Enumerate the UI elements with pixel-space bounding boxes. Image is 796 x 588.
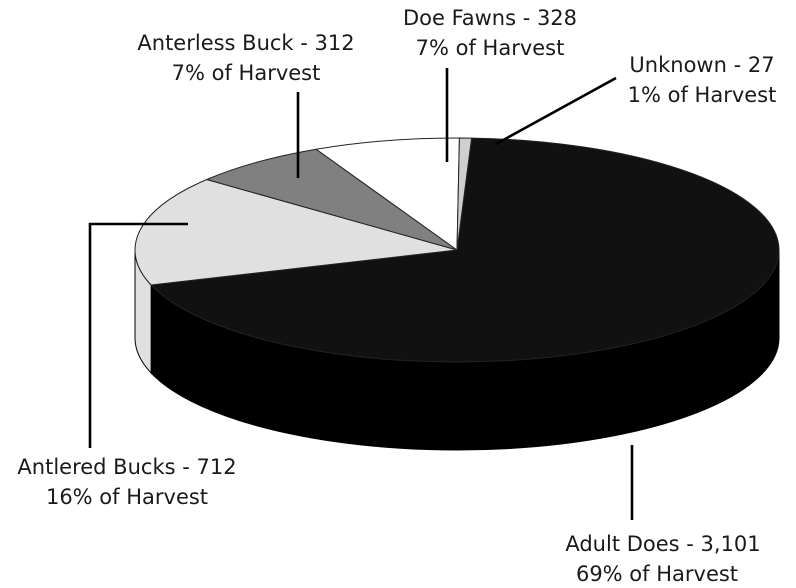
label-anterless-buck-name: Anterless Buck - 312 <box>137 31 354 55</box>
slice-anterless-buck <box>206 148 458 251</box>
label-anterless-buck-percent: 7% of Harvest <box>172 61 321 85</box>
leader-lines <box>88 68 634 520</box>
label-unknown-percent: 1% of Harvest <box>628 83 777 107</box>
pie-slices <box>134 137 780 363</box>
label-adult-does-percent: 69% of Harvest <box>576 562 738 586</box>
label-doe-fawns-name: Doe Fawns - 328 <box>403 6 577 30</box>
slice-doe-fawns <box>315 137 460 251</box>
label-adult-does-name: Adult Does - 3,101 <box>565 532 760 556</box>
slice-antlered-bucks <box>134 179 458 286</box>
label-unknown-name: Unknown - 27 <box>629 53 774 77</box>
label-doe-fawns-percent: 7% of Harvest <box>416 36 565 60</box>
leader-line-unknown <box>495 76 617 146</box>
label-antlered-bucks-percent: 16% of Harvest <box>46 485 208 509</box>
label-antlered-bucks-name: Antlered Bucks - 712 <box>17 455 236 479</box>
slice-adult-does <box>150 137 780 363</box>
slice-unknown <box>456 137 473 251</box>
leader-line-antlered-bucks <box>88 222 188 448</box>
